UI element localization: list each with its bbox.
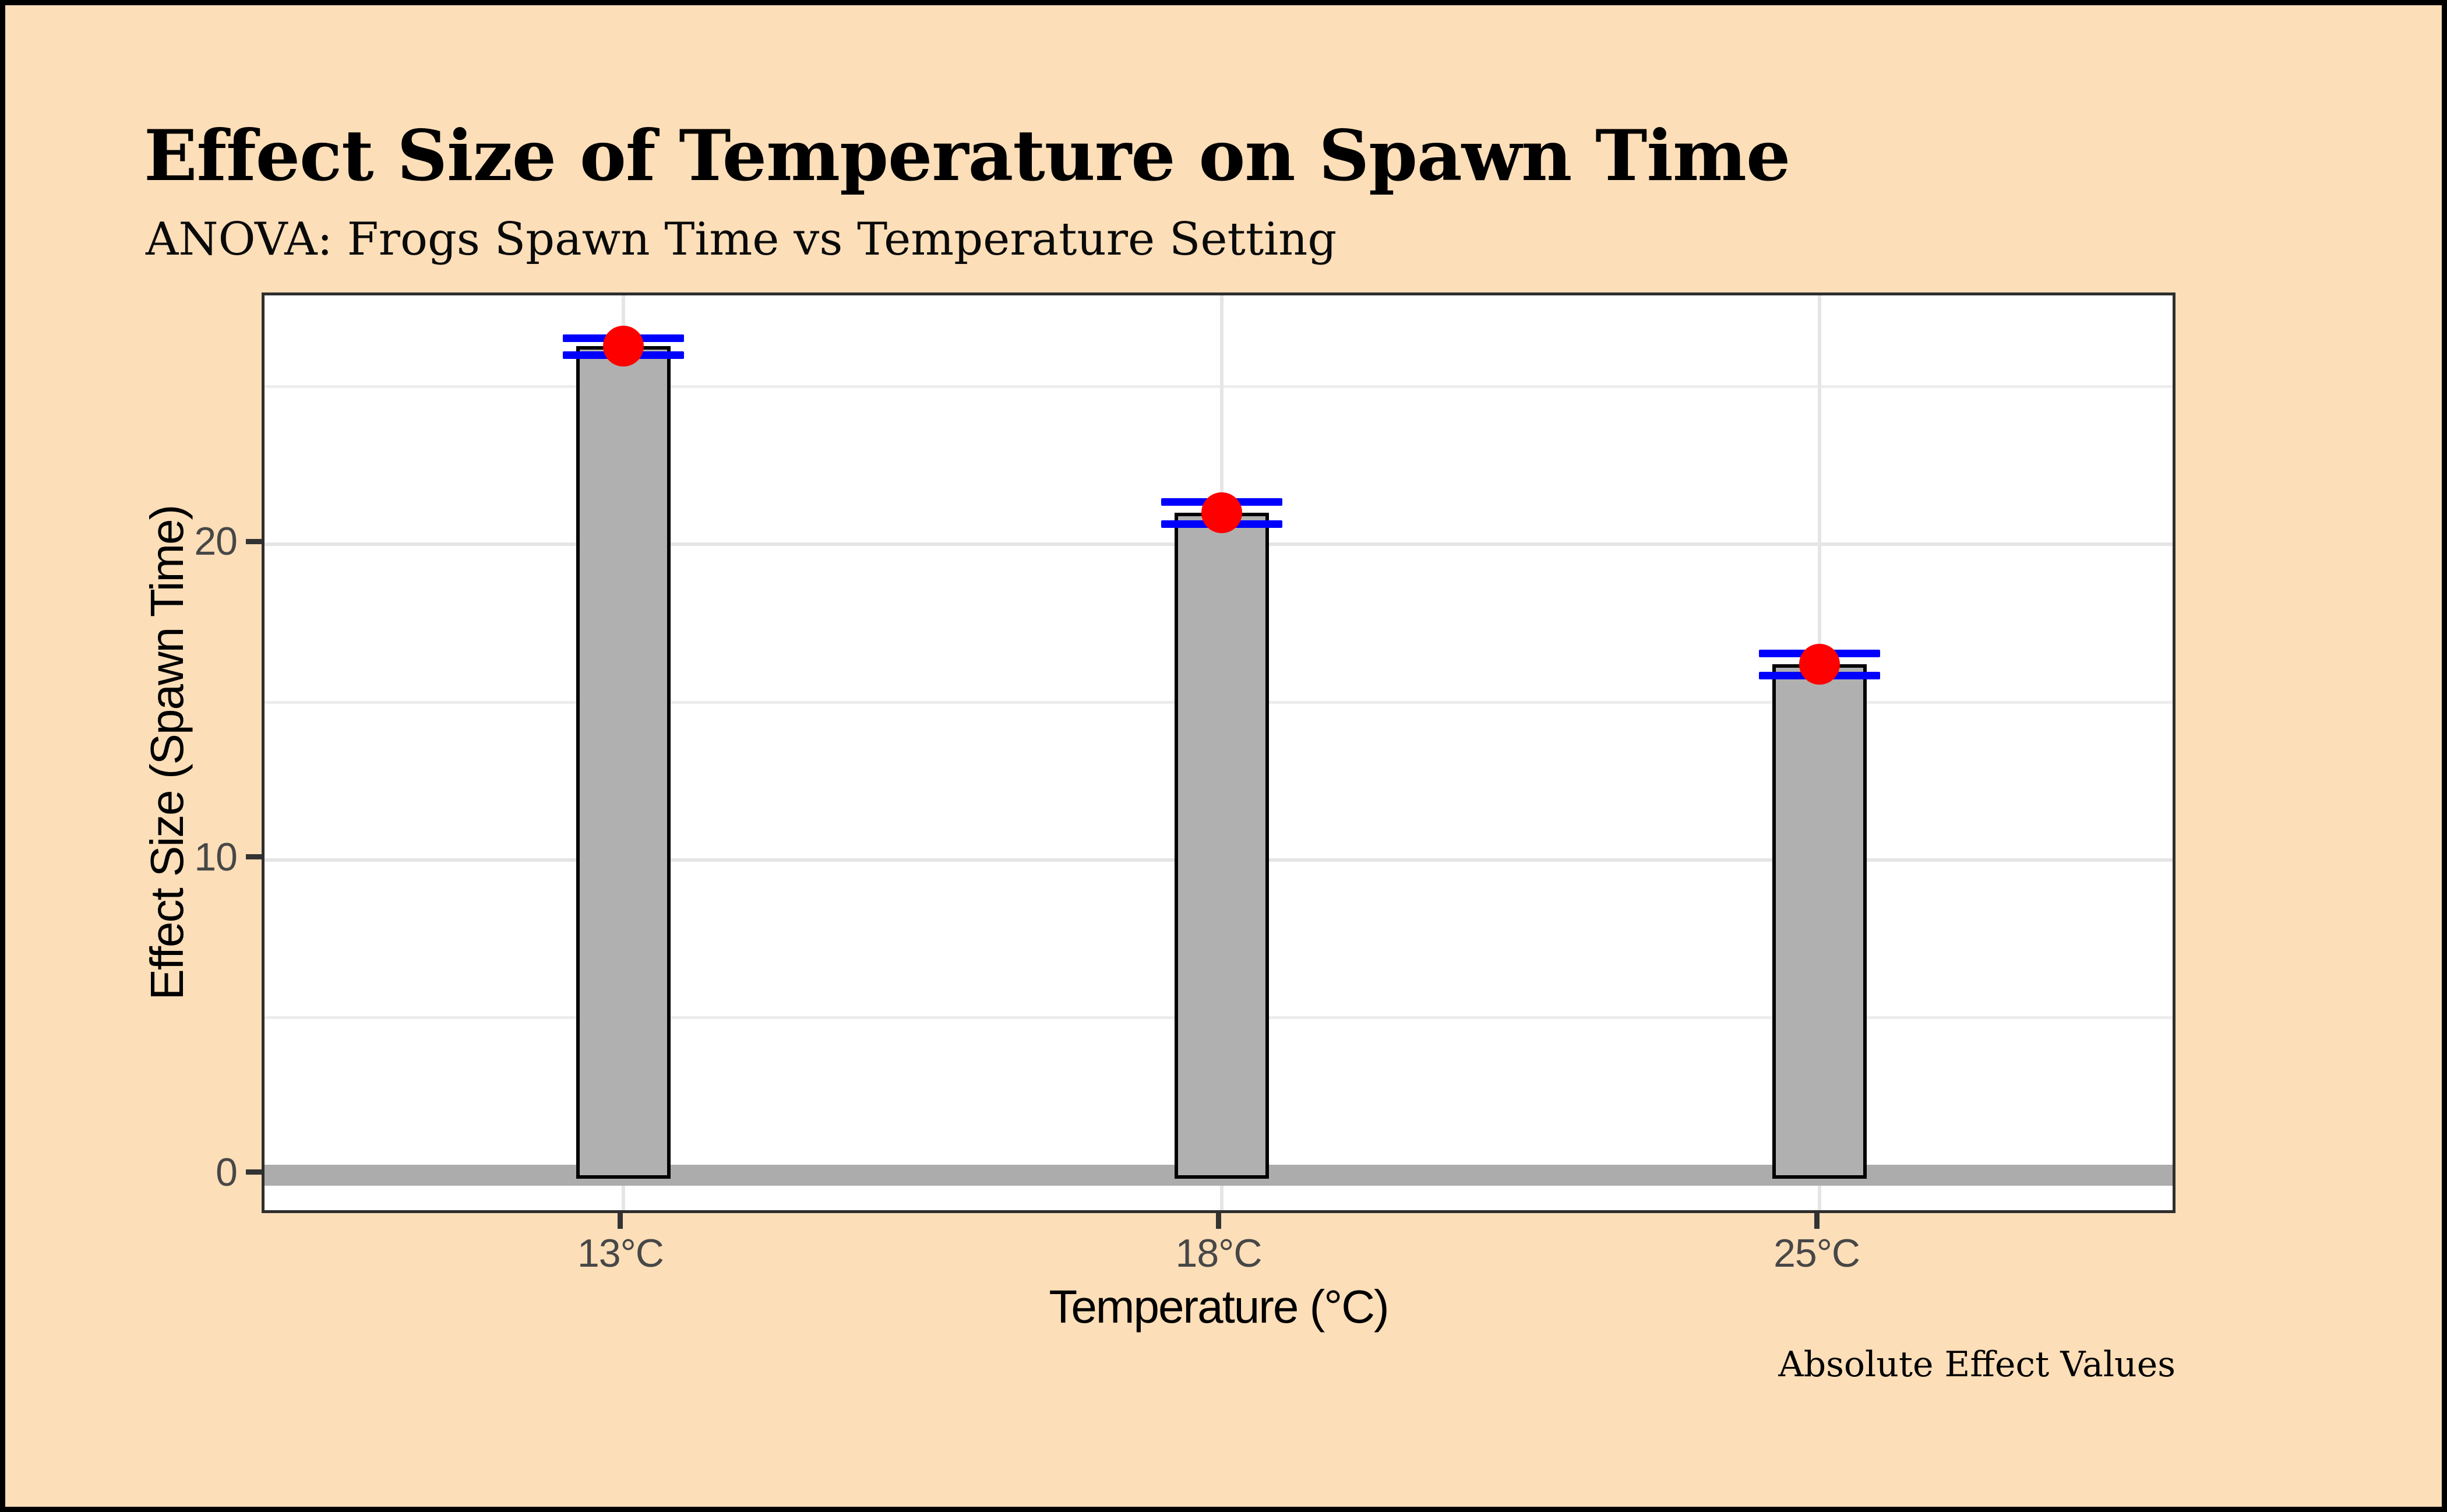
- mean-point: [602, 325, 644, 366]
- x-tick-label: 18°C: [1175, 1231, 1263, 1275]
- y-tick-label: 20: [194, 519, 238, 564]
- x-axis-title: Temperature (°C): [1049, 1281, 1389, 1333]
- x-tick: [1216, 1213, 1221, 1229]
- x-tick-label: 25°C: [1773, 1231, 1860, 1275]
- y-tick: [246, 538, 262, 544]
- chart-subtitle: ANOVA: Frogs Spawn Time vs Temperature S…: [146, 213, 1337, 266]
- mean-point: [1799, 644, 1840, 685]
- y-tick-label: 0: [216, 1150, 238, 1194]
- bar: [1174, 513, 1269, 1179]
- mean-point: [1201, 492, 1242, 534]
- x-tick-label: 13°C: [577, 1231, 664, 1275]
- y-tick: [246, 1169, 262, 1175]
- gridline-minor: [265, 385, 2173, 389]
- bar: [576, 346, 671, 1179]
- chart-caption: Absolute Effect Values: [1778, 1344, 2175, 1385]
- chart-title: Effect Size of Temperature on Spawn Time: [144, 115, 1790, 197]
- bar: [1772, 664, 1867, 1179]
- y-tick-label: 10: [194, 834, 238, 879]
- plot-panel: [262, 292, 2175, 1213]
- y-tick: [246, 854, 262, 860]
- x-tick: [1814, 1213, 1820, 1229]
- x-tick: [618, 1213, 623, 1229]
- y-axis-title: Effect Size (Spawn Time): [141, 505, 193, 1000]
